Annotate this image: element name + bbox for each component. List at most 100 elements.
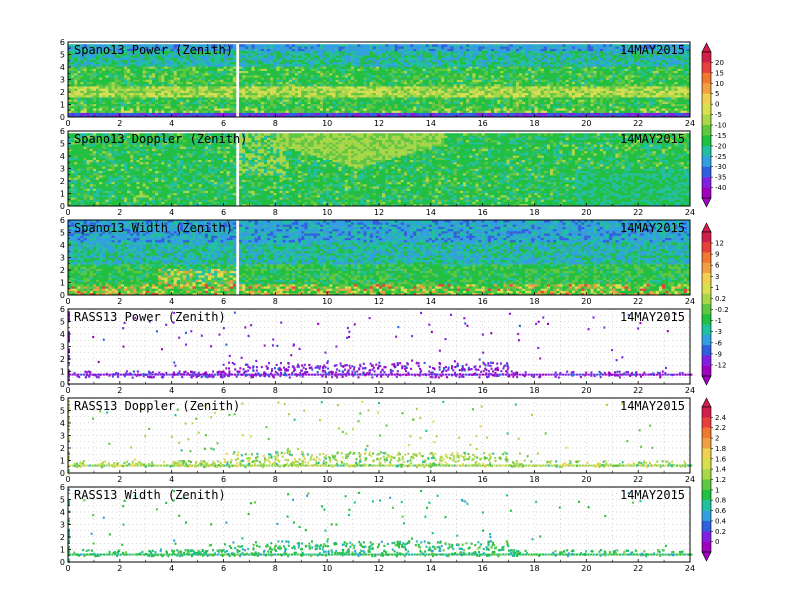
heatmap-cell bbox=[102, 55, 106, 58]
heatmap-cell bbox=[428, 72, 433, 76]
heatmap-cell bbox=[288, 105, 293, 109]
heatmap-cell bbox=[481, 66, 486, 69]
heatmap-cell bbox=[201, 64, 206, 67]
heatmap-cell bbox=[425, 97, 430, 100]
heatmap-cell bbox=[80, 77, 84, 80]
heatmap-cell bbox=[329, 77, 333, 80]
heatmap-cell bbox=[123, 108, 128, 111]
heatmap-cell bbox=[338, 83, 342, 87]
heatmap-cell bbox=[319, 94, 324, 98]
heatmap-cell bbox=[254, 46, 259, 49]
heatmap-cell bbox=[257, 79, 262, 83]
heatmap-cell bbox=[108, 114, 112, 118]
heatmap-cell bbox=[207, 99, 212, 102]
heatmap-cell bbox=[531, 79, 535, 83]
heatmap-cell bbox=[295, 57, 299, 60]
heatmap-cell bbox=[291, 44, 296, 47]
heatmap-cell bbox=[453, 103, 458, 107]
heatmap-cell bbox=[145, 108, 150, 111]
heatmap-cell bbox=[257, 61, 262, 65]
heatmap-cell bbox=[450, 83, 454, 87]
heatmap-cell bbox=[363, 103, 367, 107]
heatmap-cell bbox=[189, 81, 193, 85]
heatmap-cell bbox=[494, 90, 498, 94]
heatmap-cell bbox=[282, 112, 286, 116]
heatmap-cell bbox=[540, 92, 545, 96]
heatmap-cell bbox=[245, 108, 249, 111]
heatmap-cell bbox=[220, 114, 224, 118]
heatmap-cell bbox=[239, 68, 243, 71]
heatmap-cell bbox=[326, 86, 330, 89]
heatmap-cell bbox=[207, 114, 212, 118]
heatmap-cell bbox=[105, 92, 109, 96]
heatmap-cell bbox=[357, 108, 361, 111]
heatmap-cell bbox=[357, 88, 361, 91]
heatmap-cell bbox=[158, 105, 162, 109]
heatmap-cell bbox=[176, 108, 181, 111]
heatmap-cell bbox=[462, 57, 467, 60]
heatmap-cell bbox=[335, 46, 339, 49]
heatmap-cell bbox=[288, 72, 293, 76]
heatmap-cell bbox=[105, 61, 109, 65]
heatmap-cell bbox=[105, 112, 109, 116]
heatmap-cell bbox=[242, 57, 246, 60]
heatmap-cell bbox=[494, 44, 498, 47]
heatmap-cell bbox=[344, 97, 349, 100]
heatmap-cell bbox=[130, 97, 134, 100]
heatmap-cell bbox=[307, 77, 311, 80]
heatmap-cell bbox=[164, 108, 168, 111]
heatmap-cell bbox=[195, 83, 199, 87]
heatmap-cell bbox=[456, 112, 461, 116]
heatmap-cell bbox=[133, 101, 137, 105]
heatmap-cell bbox=[167, 103, 171, 107]
heatmap-cell bbox=[207, 48, 212, 52]
heatmap-cell bbox=[179, 44, 184, 47]
heatmap-cell bbox=[509, 105, 514, 109]
heatmap-cell bbox=[120, 44, 125, 47]
heatmap-cell bbox=[117, 61, 122, 65]
heatmap-cell bbox=[223, 48, 227, 52]
heatmap-cell bbox=[74, 99, 78, 102]
heatmap-cell bbox=[201, 88, 206, 91]
heatmap-cell bbox=[260, 92, 265, 96]
heatmap-cell bbox=[192, 105, 196, 109]
heatmap-cell bbox=[123, 59, 128, 63]
heatmap-cell bbox=[108, 105, 112, 109]
heatmap-cell bbox=[192, 57, 196, 60]
heatmap-cell bbox=[145, 55, 150, 58]
heatmap-cell bbox=[239, 94, 243, 98]
heatmap-cell bbox=[220, 83, 224, 87]
heatmap-cell bbox=[478, 94, 482, 98]
heatmap-cell bbox=[68, 108, 72, 111]
heatmap-cell bbox=[161, 44, 165, 47]
heatmap-cell bbox=[298, 97, 302, 100]
heatmap-cell bbox=[394, 114, 398, 118]
heatmap-cell bbox=[332, 103, 336, 107]
heatmap-cell bbox=[89, 75, 94, 78]
heatmap-cell bbox=[192, 55, 196, 58]
heatmap-cell bbox=[338, 61, 342, 65]
heatmap-cell bbox=[242, 101, 246, 105]
heatmap-cell bbox=[270, 105, 274, 109]
heatmap-cell bbox=[413, 61, 417, 65]
heatmap-cell bbox=[207, 64, 212, 67]
heatmap-cell bbox=[217, 53, 221, 56]
heatmap-cell bbox=[375, 77, 380, 80]
heatmap-cell bbox=[229, 94, 234, 98]
heatmap-cell bbox=[198, 55, 203, 58]
heatmap-cell bbox=[335, 99, 339, 102]
heatmap-cell bbox=[425, 83, 430, 87]
heatmap-cell bbox=[291, 68, 296, 71]
heatmap-cell bbox=[484, 79, 489, 83]
heatmap-cell bbox=[291, 105, 296, 109]
heatmap-cell bbox=[301, 110, 305, 113]
heatmap-cell bbox=[335, 90, 339, 94]
heatmap-cell bbox=[273, 81, 277, 85]
heatmap-cell bbox=[139, 86, 143, 89]
heatmap-cell bbox=[531, 81, 535, 85]
heatmap-cell bbox=[123, 103, 128, 107]
heatmap-cell bbox=[161, 55, 165, 58]
heatmap-cell bbox=[133, 92, 137, 96]
heatmap-cell bbox=[453, 79, 458, 83]
heatmap-cell bbox=[108, 55, 112, 58]
